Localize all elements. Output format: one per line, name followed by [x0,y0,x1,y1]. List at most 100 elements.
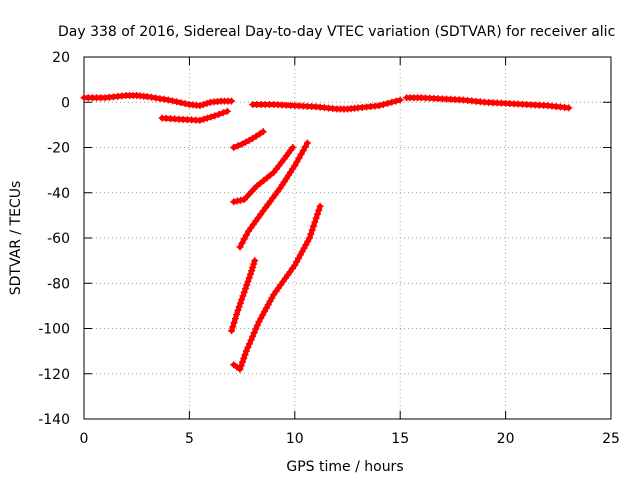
data-point [196,102,204,110]
data-point [291,162,299,170]
data-point [289,144,297,151]
series-track-4 [230,128,267,151]
y-tick-label: -100 [38,322,70,338]
data-point [249,263,257,271]
x-tick-label: 25 [602,431,620,447]
data-point [242,138,250,146]
data-point [388,98,396,106]
data-point [177,99,185,107]
data-point [384,99,392,107]
data-point [251,257,259,265]
data-point [245,274,253,282]
data-point [237,362,245,370]
data-point [228,327,236,335]
data-point [238,140,246,148]
data-point [241,351,249,359]
data-point [230,319,238,327]
series-track-7 [228,257,259,335]
data-point [236,365,244,373]
data-point [164,96,172,104]
data-point [307,230,315,238]
data-point [252,325,260,333]
data-point [239,292,247,300]
data-point [234,306,242,314]
data-point [245,340,253,348]
data-point [306,234,314,242]
data-point [312,214,320,222]
data-point [238,239,246,247]
data-point [295,154,303,162]
data-point [211,112,219,120]
data-point [249,332,257,340]
data-point [249,134,257,142]
data-point [379,101,387,109]
data-point [308,226,316,234]
data-point [240,354,248,362]
data-point [293,158,301,166]
axis-ticks: 0 5 10 15 20 25 20 0 -20 -40 -60 -80 -100 -120 -140 [38,50,620,447]
series-track-0 [80,91,236,110]
data-point [181,100,189,108]
data-point [229,323,237,331]
data-point [233,197,241,205]
data-point [240,235,248,243]
data-point [236,243,244,251]
data-point [311,218,319,226]
data-point [565,104,573,112]
y-tick-label: -60 [47,231,70,247]
x-tick-label: 0 [80,431,89,447]
data-point [238,296,246,304]
data-point [250,329,258,337]
x-tick-label: 15 [391,431,409,447]
y-tick-label: -120 [38,367,70,383]
data-point [297,150,305,158]
data-point [248,267,256,275]
data-point [200,115,208,123]
y-tick-label: -40 [47,186,70,202]
data-point [392,97,400,105]
data-point [259,128,267,136]
data-point [303,139,311,147]
data-point [396,96,404,104]
data-point [237,196,245,204]
x-tick-label: 20 [497,431,515,447]
data-point [234,142,242,150]
y-tick-label: -20 [47,141,70,157]
series-track-2 [249,96,404,113]
data-point [203,114,211,122]
data-point [242,231,250,239]
series-track-6 [236,139,311,251]
data-point [203,99,211,107]
y-tick-label: -140 [38,412,70,428]
data-point [299,147,307,155]
data-point [310,222,318,230]
y-tick-label: 0 [61,95,70,111]
data-point [244,277,252,285]
data-point [375,102,383,110]
series-track-8 [230,202,324,373]
data-point [228,97,236,105]
data-point [169,97,177,105]
data-point [219,109,227,117]
data-point [231,315,239,323]
data-point [247,270,255,278]
data-point [223,107,231,115]
x-tick-label: 5 [185,431,194,447]
y-tick-label: -80 [47,276,70,292]
data-series [80,91,573,373]
data-point [235,303,243,311]
data-point [199,101,207,109]
data-point [230,144,238,151]
data-point [236,299,244,307]
data-point [215,110,223,118]
data-point [230,198,238,206]
data-point [239,358,247,366]
data-point [256,130,264,138]
data-point [242,347,250,355]
data-point [250,260,258,268]
data-point [313,210,321,218]
data-point [244,343,252,351]
y-tick-label: 20 [52,50,70,66]
data-point [316,202,324,210]
